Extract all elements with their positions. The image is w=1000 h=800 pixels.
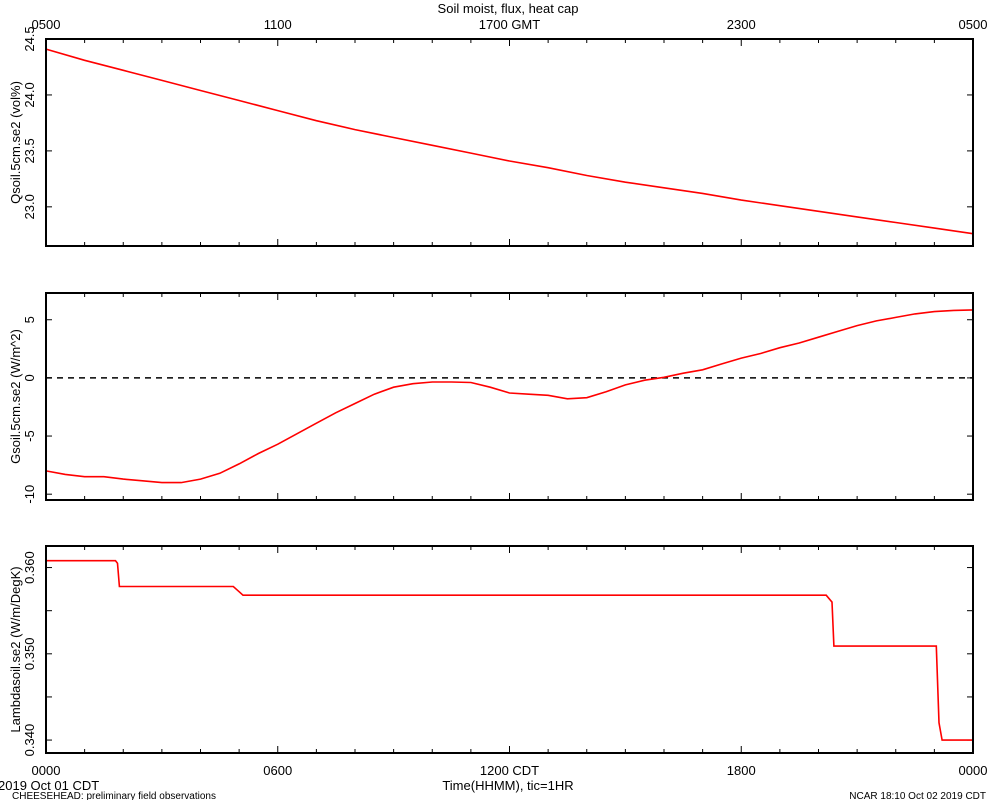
panel-frame [45, 38, 974, 247]
y-tick-label: -10 [22, 485, 37, 504]
panel-2: -10 -5 0 5 Gsoil.5cm.se2 (W/m^2) [8, 292, 974, 504]
y-axis-label: Gsoil.5cm.se2 (W/m^2) [8, 329, 23, 464]
y-axis-label: Lambdasoil.se2 (W/m/DegK) [8, 566, 23, 732]
top-axis-tick-label: 2300 [727, 17, 756, 32]
bottom-axis-tick-label: 0600 [263, 763, 292, 778]
series-line [45, 48, 974, 235]
series-line [46, 559, 973, 741]
bottom-axis-tick-label: 0000 [32, 763, 61, 778]
y-tick-label: 23.0 [22, 194, 37, 219]
bottom-axis-tick-label: 1200 CDT [480, 763, 539, 778]
bottom-axis-tick-label: 0000 [959, 763, 988, 778]
top-axis-tick-label: 0500 [32, 17, 61, 32]
y-tick-label: 24.5 [22, 26, 37, 51]
footer-right: NCAR 18:10 Oct 02 2019 CDT [849, 791, 986, 800]
footer-left-note: CHEESEHEAD: preliminary field observatio… [12, 791, 216, 800]
chart-title: Soil moist, flux, heat cap [438, 1, 579, 16]
footer-left-date: 2019 Oct 01 CDT [0, 778, 99, 793]
panel-frame [45, 292, 974, 501]
y-tick-label: 0 [22, 374, 37, 381]
panel-1: 23.0 23.5 24.0 24.5 Qsoil.5cm.se2 (vol%) [8, 26, 974, 247]
y-tick-label: 0.350 [22, 638, 37, 671]
chart-axes: 0500 1100 1700 GMT 2300 0500 0000 0600 1200 CDT… [32, 17, 988, 778]
panel-frame [45, 545, 974, 754]
y-tick-label: 5 [22, 316, 37, 323]
series-line [45, 309, 974, 484]
top-axis-tick-label: 1100 [264, 17, 292, 32]
bottom-axis-tick-label: 1800 [727, 763, 756, 778]
x-axis-label: Time(HHMM), tic=1HR [442, 778, 573, 793]
y-tick-label: 24.0 [22, 82, 37, 107]
y-tick-label: 23.5 [22, 138, 37, 163]
top-axis-tick-label: 1700 GMT [479, 17, 540, 32]
y-tick-label: -5 [22, 430, 37, 442]
y-tick-label: 0.340 [22, 724, 37, 757]
top-axis-tick-label: 0500 [959, 17, 988, 32]
y-axis-label: Qsoil.5cm.se2 (vol%) [8, 81, 23, 204]
y-tick-label: 0.360 [22, 551, 37, 584]
